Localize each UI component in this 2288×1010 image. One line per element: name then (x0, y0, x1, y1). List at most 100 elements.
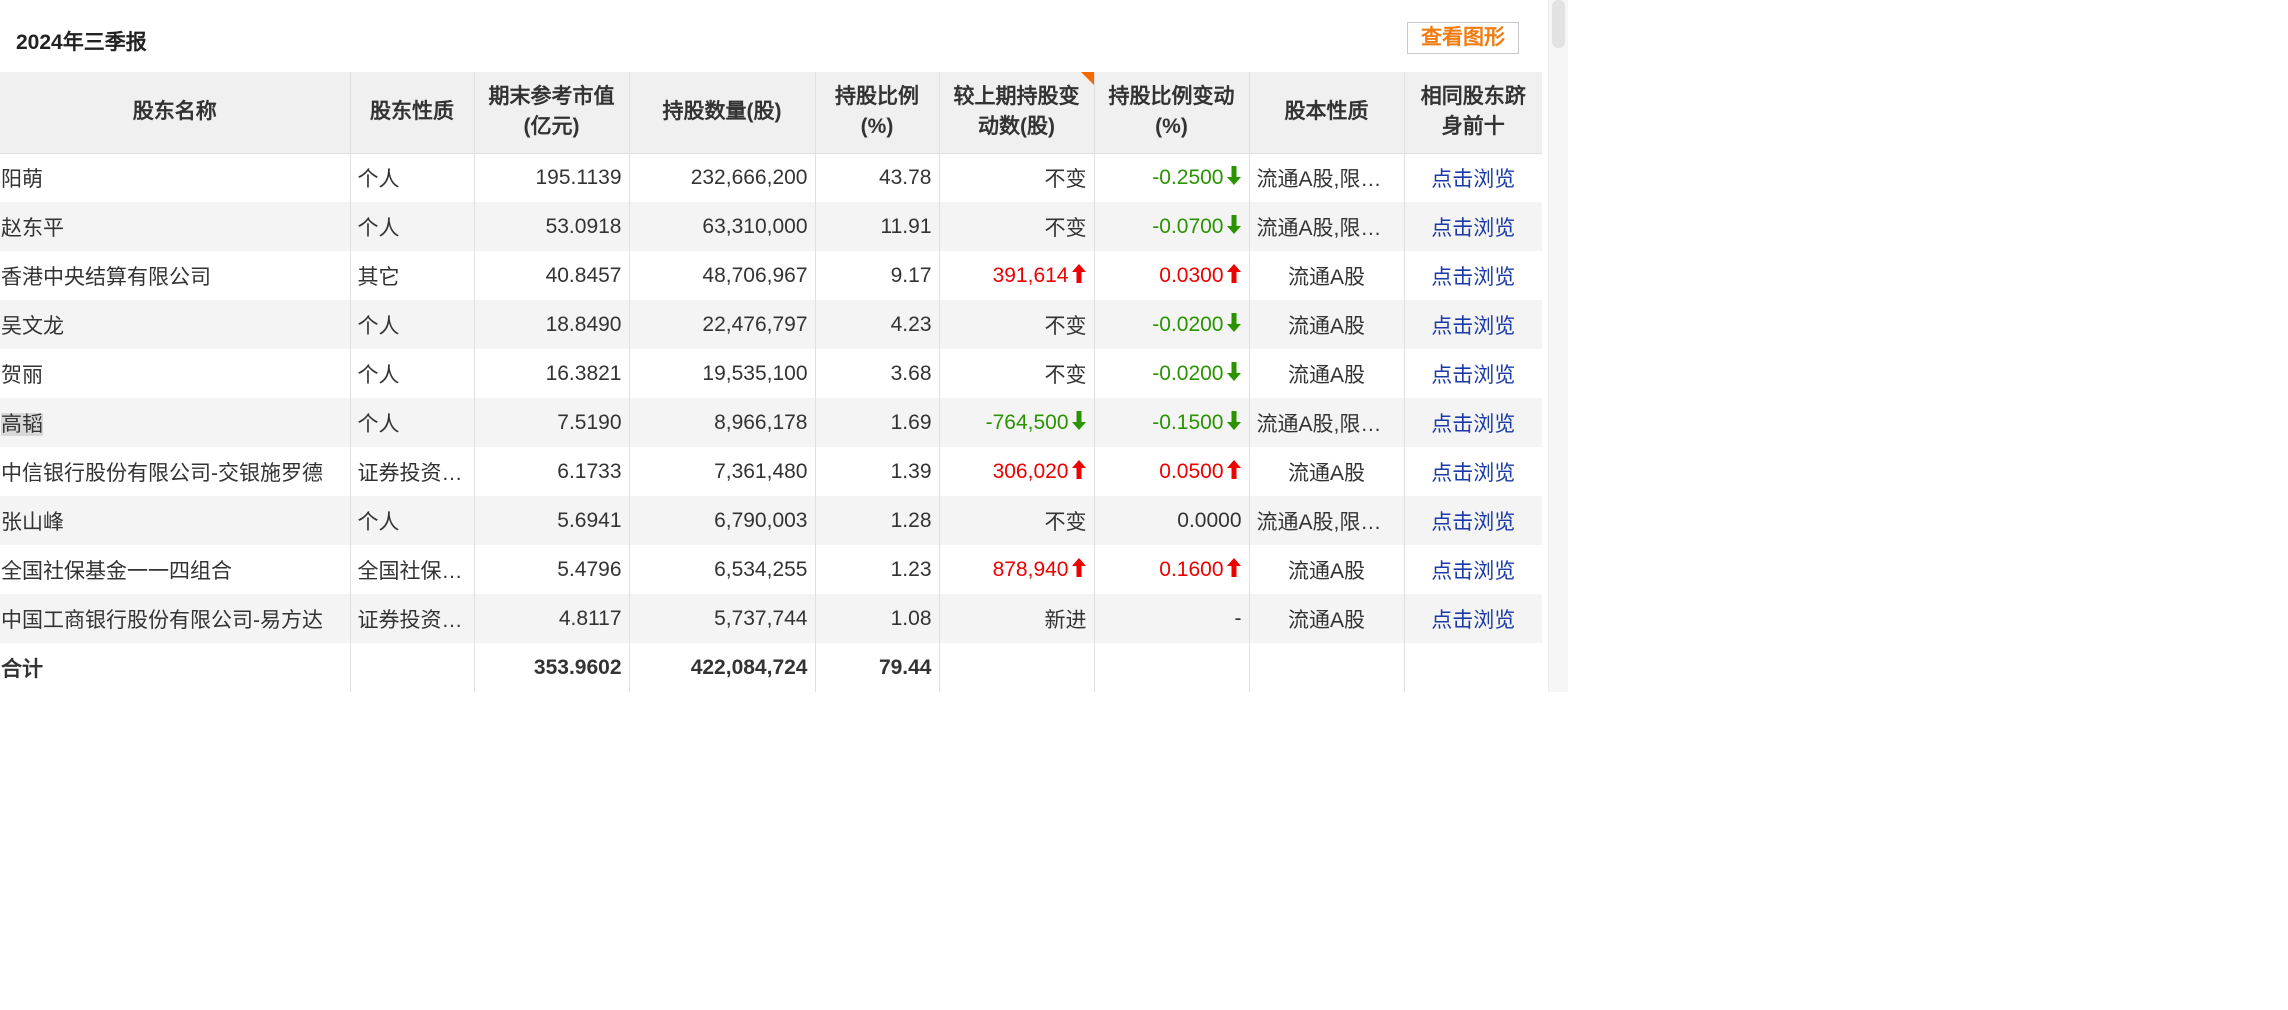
table-row: 赵东平 个人 53.0918 63,310,000 11.91 不变 -0.0700 流通A股… (0, 202, 1542, 251)
share-change-value: -764,500 (985, 410, 1069, 434)
col-header-ratio[interactable]: 持股比例(%) (815, 72, 940, 154)
browse-link[interactable]: 点击浏览 (1404, 398, 1542, 447)
total-label: 合计 (0, 643, 351, 692)
table-row: 张山峰 个人 5.6941 6,790,003 1.28 不变 0.0000 流通A股,限售流… (0, 496, 1542, 545)
shareholder-table: 股东名称 股东性质 期末参考市值(亿元) 持股数量(股) 持股比例(%) 较上期… (0, 72, 1542, 692)
share-ratio: 4.23 (815, 300, 940, 349)
share-ratio: 1.28 (815, 496, 940, 545)
report-title: 2024年三季报 (16, 31, 147, 54)
total-empty-share-type (1249, 643, 1405, 692)
ratio-change: -0.0700 (1094, 202, 1250, 251)
share-ratio: 9.17 (815, 251, 940, 300)
share-change-value: 不变 (1044, 167, 1087, 191)
market-value: 18.8490 (474, 300, 630, 349)
share-type: 流通A股 (1249, 594, 1405, 643)
share-change: 不变 (939, 496, 1095, 545)
browse-link[interactable]: 点击浏览 (1404, 594, 1542, 643)
col-header-name[interactable]: 股东名称 (0, 72, 351, 154)
share-change: -764,500 (939, 398, 1095, 447)
browse-link[interactable]: 点击浏览 (1404, 251, 1542, 300)
col-header-share-type[interactable]: 股本性质 (1249, 72, 1405, 154)
col-header-type[interactable]: 股东性质 (350, 72, 475, 154)
browse-link[interactable]: 点击浏览 (1404, 447, 1542, 496)
total-empty-change (939, 643, 1095, 692)
share-change: 不变 (939, 153, 1095, 202)
share-count: 48,706,967 (629, 251, 816, 300)
holder-name: 中信银行股份有限公司-交银施罗德 (0, 447, 351, 496)
holder-name-text: 贺丽 (1, 363, 43, 387)
ratio-change-value: -0.0200 (1152, 312, 1224, 336)
vertical-scrollbar[interactable] (1548, 0, 1568, 692)
view-chart-button[interactable]: 查看图形 (1407, 22, 1519, 54)
arrow-up-icon (1071, 263, 1086, 283)
share-count: 8,966,178 (629, 398, 816, 447)
ratio-change-value: -0.0200 (1152, 361, 1224, 385)
arrow-up-icon (1226, 557, 1241, 577)
share-type: 流通A股 (1249, 349, 1405, 398)
share-change-value: 不变 (1044, 363, 1087, 387)
ratio-change-value: - (1234, 606, 1242, 630)
holder-type: 个人 (350, 202, 475, 251)
arrow-down-icon (1226, 165, 1241, 185)
table-row: 高韬 个人 7.5190 8,966,178 1.69 -764,500 -0.1500 流通… (0, 398, 1542, 447)
holder-name: 中国工商银行股份有限公司-易方达 (0, 594, 351, 643)
share-count: 63,310,000 (629, 202, 816, 251)
share-count: 6,790,003 (629, 496, 816, 545)
col-header-same-holder[interactable]: 相同股东跻身前十 (1404, 72, 1542, 154)
holder-name: 阳萌 (0, 153, 351, 202)
browse-link[interactable]: 点击浏览 (1404, 496, 1542, 545)
share-change: 不变 (939, 349, 1095, 398)
col-header-change-label: 较上期持股变动数(股) (953, 85, 1080, 139)
browse-link[interactable]: 点击浏览 (1404, 349, 1542, 398)
share-change: 391,614 (939, 251, 1095, 300)
ratio-change-value: 0.0300 (1159, 263, 1224, 287)
ratio-change: -0.2500 (1094, 153, 1250, 202)
arrow-down-icon (1071, 410, 1086, 430)
share-count: 6,534,255 (629, 545, 816, 594)
share-count: 5,737,744 (629, 594, 816, 643)
col-header-change[interactable]: 较上期持股变动数(股) (939, 72, 1095, 154)
share-count: 22,476,797 (629, 300, 816, 349)
holder-type: 全国社保基金 (350, 545, 475, 594)
total-row: 合计 353.9602 422,084,724 79.44 (0, 643, 1542, 692)
ratio-change-value: -0.1500 (1152, 410, 1224, 434)
share-type: 流通A股,限售流通A股 (1249, 202, 1405, 251)
ratio-change: 0.0300 (1094, 251, 1250, 300)
share-change: 新进 (939, 594, 1095, 643)
share-ratio: 1.23 (815, 545, 940, 594)
holder-name-text: 高韬 (1, 412, 43, 436)
table-row: 香港中央结算有限公司 其它 40.8457 48,706,967 9.17 391,614… (0, 251, 1542, 300)
browse-link[interactable]: 点击浏览 (1404, 300, 1542, 349)
table-row: 阳萌 个人 195.1139 232,666,200 43.78 不变 -0.2500 流通A… (0, 153, 1542, 202)
arrow-down-icon (1226, 214, 1241, 234)
share-change-value: 不变 (1044, 314, 1087, 338)
holder-name-text: 吴文龙 (1, 314, 64, 338)
holder-name-text: 赵东平 (1, 216, 64, 240)
share-change: 306,020 (939, 447, 1095, 496)
share-change: 878,940 (939, 545, 1095, 594)
col-header-market-value[interactable]: 期末参考市值(亿元) (474, 72, 630, 154)
share-change-value: 391,614 (992, 263, 1069, 287)
ratio-change: - (1094, 594, 1250, 643)
share-change-value: 878,940 (992, 557, 1069, 581)
browse-link[interactable]: 点击浏览 (1404, 202, 1542, 251)
holder-name: 赵东平 (0, 202, 351, 251)
table-row: 全国社保基金一一四组合 全国社保基金 5.4796 6,534,255 1.23 878,… (0, 545, 1542, 594)
col-header-ratio-change[interactable]: 持股比例变动(%) (1094, 72, 1250, 154)
share-type: 流通A股 (1249, 300, 1405, 349)
ratio-change-value: 0.0500 (1159, 459, 1224, 483)
holder-name-text: 香港中央结算有限公司 (1, 265, 211, 289)
ratio-change: 0.1600 (1094, 545, 1250, 594)
holder-name: 香港中央结算有限公司 (0, 251, 351, 300)
browse-link[interactable]: 点击浏览 (1404, 545, 1542, 594)
browse-link[interactable]: 点击浏览 (1404, 153, 1542, 202)
holder-type: 证券投资基金 (350, 447, 475, 496)
share-ratio: 1.39 (815, 447, 940, 496)
share-ratio: 1.08 (815, 594, 940, 643)
col-header-shares[interactable]: 持股数量(股) (629, 72, 816, 154)
share-ratio: 11.91 (815, 202, 940, 251)
share-change-value: 不变 (1044, 216, 1087, 240)
total-empty-type (350, 643, 475, 692)
holder-name-text: 中国工商银行股份有限公司-易方达 (1, 608, 323, 632)
scrollbar-thumb[interactable] (1552, 0, 1565, 48)
